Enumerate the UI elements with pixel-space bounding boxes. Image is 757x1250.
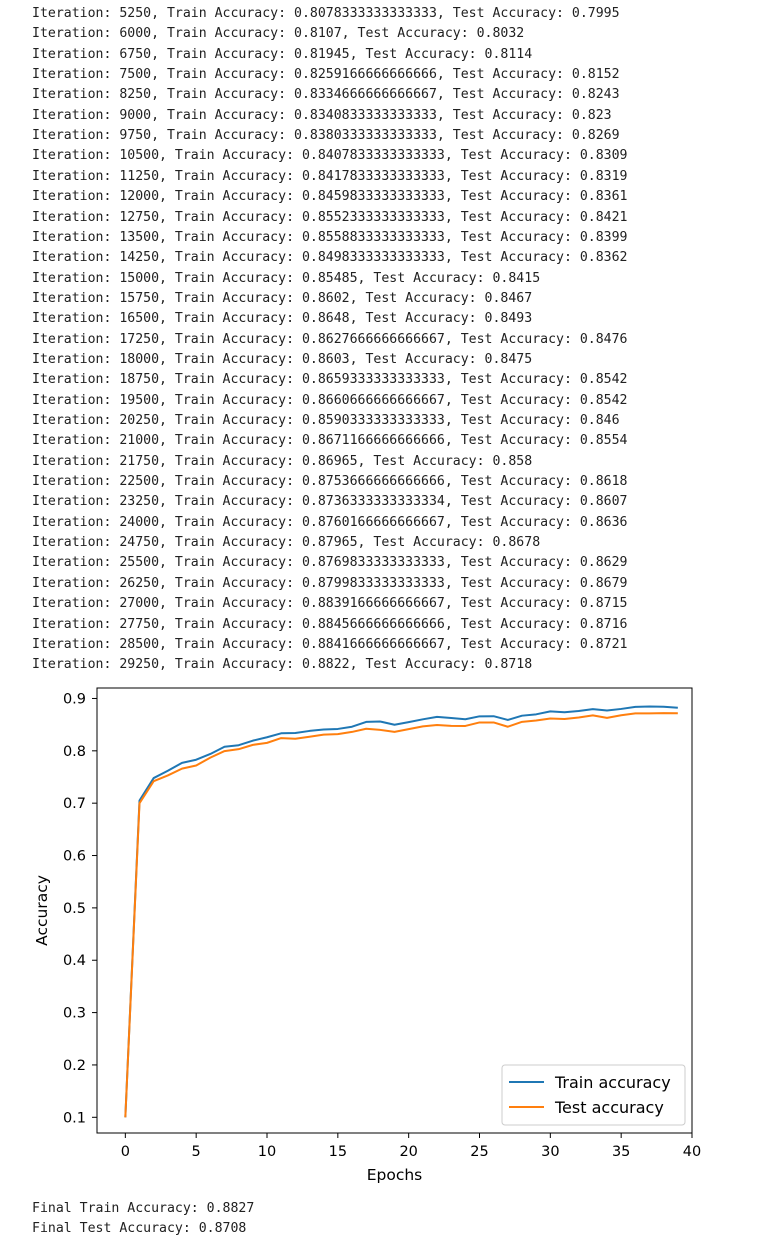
accuracy-line-chart: 0 5 10 15 20 25 30 35 40 0.1 0.2 0.3 0.4 0.5 0.6 0.7 0.8… — [33, 687, 701, 1184]
series-line-test-accuracy — [124, 712, 678, 1118]
log-line: Iteration: 20250, Train Accuracy: 0.8590… — [32, 413, 620, 428]
log-line: Iteration: 14250, Train Accuracy: 0.8498… — [32, 250, 628, 266]
log-line: Iteration: 28500, Train Accuracy: 0.8841… — [32, 636, 628, 652]
y-tick-label: 0.8 — [63, 744, 86, 760]
log-line: Iteration: 24750, Train Accuracy: 0.8796… — [32, 535, 541, 551]
y-tick-label: 0.3 — [63, 1006, 86, 1022]
y-tick-label: 0.5 — [63, 901, 86, 917]
y-axis-label: Accuracy — [33, 875, 51, 946]
log-line: Iteration: 9750, Train Accuracy: 0.83803… — [32, 128, 620, 144]
log-line: Iteration: 25500, Train Accuracy: 0.8769… — [32, 555, 628, 571]
log-line: Iteration: 22500, Train Accuracy: 0.8753… — [32, 474, 628, 490]
final-test-accuracy-text: Final Test Accuracy: 0.8708 — [32, 1221, 247, 1236]
log-line: Iteration: 5250, Train Accuracy: 0.80783… — [32, 6, 620, 21]
x-tick-label: 10 — [258, 1144, 276, 1160]
log-line: Iteration: 10500, Train Accuracy: 0.8407… — [32, 148, 628, 164]
log-line: Iteration: 11250, Train Accuracy: 0.8417… — [32, 168, 628, 184]
log-line: Iteration: 27750, Train Accuracy: 0.8845… — [32, 616, 628, 632]
log-line: Iteration: 27000, Train Accuracy: 0.8839… — [32, 596, 628, 612]
y-tick-label: 0.6 — [63, 849, 86, 865]
x-tick-label: 25 — [470, 1144, 488, 1160]
log-line: Iteration: 21750, Train Accuracy: 0.8696… — [32, 453, 533, 469]
final-train-accuracy-text: Final Train Accuracy: 0.8827 — [32, 1201, 255, 1216]
log-line: Iteration: 15750, Train Accuracy: 0.8602… — [32, 290, 533, 306]
log-line: Iteration: 21000, Train Accuracy: 0.8671… — [32, 433, 628, 449]
series-line-train-accuracy — [124, 705, 678, 1118]
plot-frame — [96, 687, 693, 1134]
log-line: Iteration: 23250, Train Accuracy: 0.8736… — [32, 494, 628, 510]
log-line: Iteration: 17250, Train Accuracy: 0.8627… — [32, 331, 628, 347]
log-line: Iteration: 15000, Train Accuracy: 0.8548… — [32, 270, 541, 286]
x-tick-label: 40 — [683, 1144, 701, 1160]
y-tick-label: 0.9 — [63, 691, 86, 707]
log-line: Iteration: 26250, Train Accuracy: 0.8799… — [32, 575, 628, 591]
legend-label: Train accuracy — [554, 1073, 671, 1092]
log-line: Iteration: 18750, Train Accuracy: 0.8659… — [32, 372, 628, 388]
log-line: Iteration: 24000, Train Accuracy: 0.8760… — [32, 514, 628, 530]
log-line: Iteration: 6750, Train Accuracy: 0.81945… — [32, 46, 533, 62]
x-tick-label: 20 — [399, 1144, 417, 1160]
x-tick-label: 35 — [612, 1144, 630, 1160]
log-line: Iteration: 16500, Train Accuracy: 0.8648… — [32, 311, 533, 327]
log-line: Iteration: 13500, Train Accuracy: 0.8558… — [32, 229, 628, 245]
legend-label: Test accuracy — [554, 1098, 664, 1117]
x-tick-label: 15 — [329, 1144, 347, 1160]
log-line: Iteration: 19500, Train Accuracy: 0.8660… — [32, 392, 628, 408]
y-tick-label: 0.7 — [63, 796, 86, 812]
x-tick-label: 0 — [121, 1144, 130, 1160]
log-line: Iteration: 9000, Train Accuracy: 0.83408… — [32, 107, 612, 123]
log-line: Iteration: 12000, Train Accuracy: 0.8459… — [32, 189, 628, 205]
log-line: Iteration: 29250, Train Accuracy: 0.8822… — [32, 657, 533, 673]
log-line: Iteration: 18000, Train Accuracy: 0.8603… — [32, 351, 533, 367]
log-line: Iteration: 7500, Train Accuracy: 0.82591… — [32, 67, 620, 83]
x-axis-label: Epochs — [367, 1166, 423, 1184]
y-tick-label: 0.4 — [63, 953, 86, 969]
legend-box — [501, 1064, 686, 1126]
y-tick-label: 0.2 — [63, 1058, 86, 1074]
x-tick-label: 5 — [192, 1144, 201, 1160]
x-tick-label: 30 — [541, 1144, 559, 1160]
y-tick-label: 0.1 — [63, 1110, 86, 1126]
log-line: Iteration: 6000, Train Accuracy: 0.8107,… — [32, 26, 525, 42]
log-line: Iteration: 8250, Train Accuracy: 0.83346… — [32, 87, 620, 103]
log-line: Iteration: 12750, Train Accuracy: 0.8552… — [32, 209, 628, 225]
